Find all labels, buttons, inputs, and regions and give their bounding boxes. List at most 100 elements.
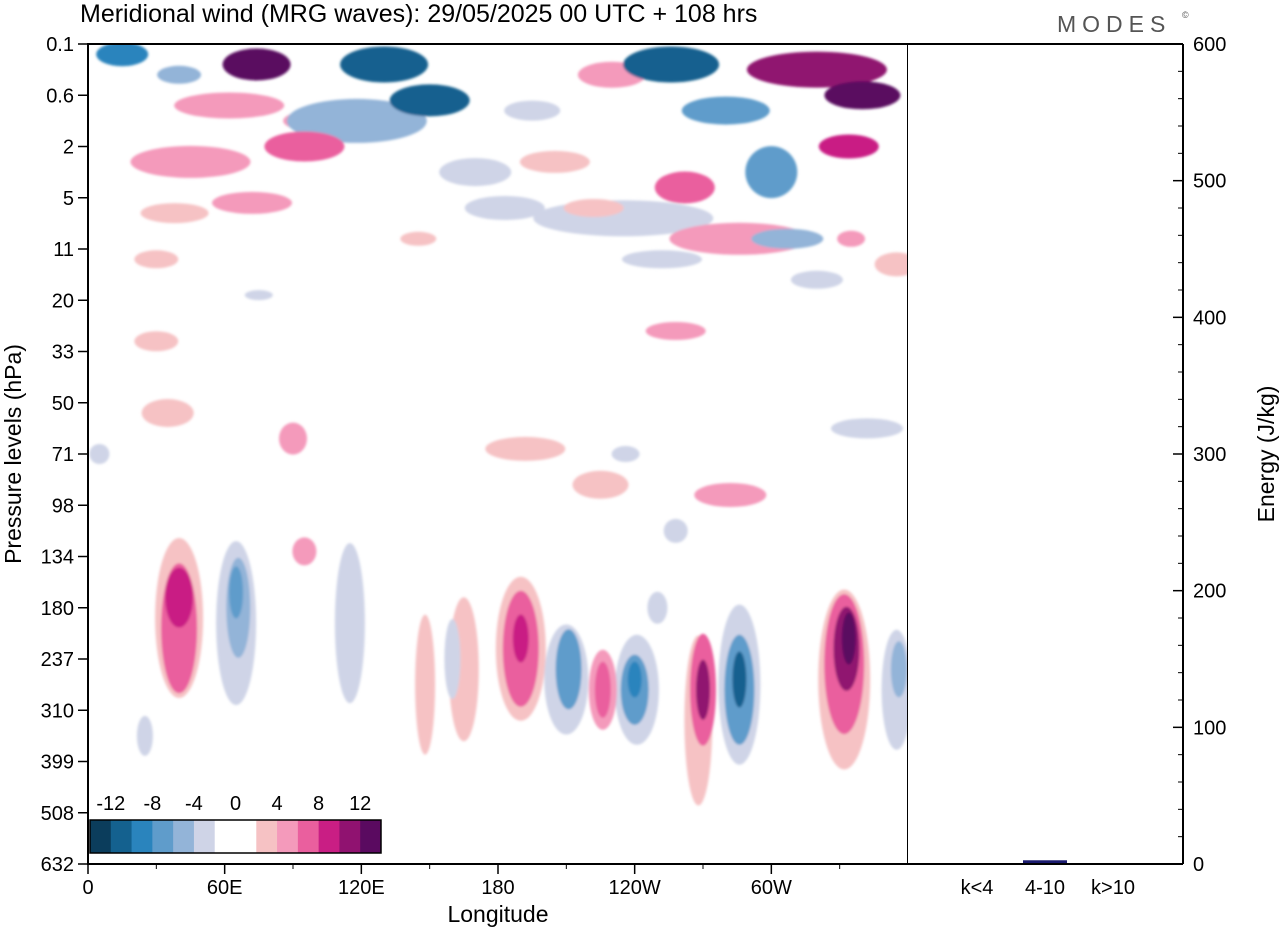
energy-background <box>908 44 1183 864</box>
energy-y-tick-label: 0 <box>1193 854 1204 876</box>
energy-category-label: k<4 <box>961 877 994 899</box>
contour-patch <box>89 444 110 464</box>
energy-y-tick-label: 300 <box>1193 444 1226 466</box>
colorbar-label: -4 <box>185 793 203 815</box>
y-tick-label: 2 <box>63 137 74 159</box>
contour-patch <box>157 65 202 84</box>
contour-patch <box>841 612 856 665</box>
contour-patch <box>212 191 292 214</box>
contour-patch <box>594 661 611 718</box>
colorbar-swatch <box>235 820 257 853</box>
colorbar-labels: -12 -8 -4 0 4 8 12 <box>96 793 371 815</box>
y-tick-label: 33 <box>52 342 74 364</box>
y-tick-label: 71 <box>52 444 74 466</box>
contour-patch <box>229 566 244 619</box>
contour-patch <box>732 651 747 708</box>
energy-y-tick-label: 600 <box>1193 34 1226 56</box>
y-tick-label: 134 <box>41 547 74 569</box>
y-tick-label: 0.6 <box>46 85 74 107</box>
contour-patch <box>415 614 436 755</box>
y-tick-label: 50 <box>52 393 74 415</box>
energy-panel: 0 100 200 300 400 500 600 k<4 4-10 k>10 Energy (… <box>908 34 1279 899</box>
x-tick-label: 60E <box>207 877 243 899</box>
contour-patch <box>837 230 866 247</box>
contour-patch <box>174 92 285 119</box>
colorbar-swatch <box>277 820 299 853</box>
contour-patch <box>818 134 879 159</box>
contour-patch <box>512 614 529 663</box>
energy-y-tick-label: 500 <box>1193 171 1226 193</box>
x-axis-label: Longitude <box>447 901 548 927</box>
contour-patch <box>627 661 642 698</box>
contour-patch <box>611 446 640 462</box>
x-tick-label: 0 <box>82 877 93 899</box>
colorbar: -12 -8 -4 0 4 8 12 <box>89 793 382 854</box>
contour-patch <box>694 483 767 507</box>
contour-patch <box>134 331 179 352</box>
colorbar-label: 12 <box>349 793 371 815</box>
y-tick-label: 0.1 <box>46 34 74 56</box>
contour-patch <box>340 46 429 83</box>
contour-patch <box>439 158 512 187</box>
energy-axis-label: Energy (J/kg) <box>1253 386 1279 523</box>
colorbar-swatch <box>214 820 236 853</box>
colorbar-swatch <box>297 820 320 853</box>
y-tick-label: 310 <box>41 700 74 722</box>
energy-y-tick-label: 200 <box>1193 581 1226 603</box>
contour-patch <box>165 567 194 628</box>
energy-bars <box>1023 860 1067 864</box>
energy-category-label: k>10 <box>1091 877 1135 899</box>
contour-patch <box>140 203 209 224</box>
y-tick-label: 5 <box>63 188 74 210</box>
contour-patch <box>389 84 470 117</box>
contour-patch <box>141 399 194 427</box>
colorbar-label: 0 <box>230 793 241 815</box>
contour-patch <box>563 199 624 217</box>
y-axis-label: Pressure levels (hPa) <box>0 344 26 564</box>
contour-patch <box>751 228 824 249</box>
contour-patch <box>286 98 427 143</box>
colorbar-swatch <box>110 820 133 853</box>
contour-patch <box>831 418 903 439</box>
contour-field <box>89 44 908 806</box>
colorbar-swatch <box>339 820 361 853</box>
contour-patch <box>824 81 901 110</box>
contour-patch <box>696 659 710 720</box>
colorbar-swatch <box>193 820 216 853</box>
contour-patch <box>485 436 566 461</box>
colorbar-frame <box>89 819 382 854</box>
y-axis-left: 0.1 0.6 2 5 11 20 33 50 71 98 134 180 237 310 399 508 63… <box>41 34 88 876</box>
x-tick-label: 60W <box>751 877 792 899</box>
energy-category-label: 4-10 <box>1025 877 1065 899</box>
brand-logo: MODES <box>1057 11 1171 37</box>
colorbar-swatch <box>256 820 278 853</box>
colorbar-label: -8 <box>144 793 162 815</box>
energy-y-tick-label: 100 <box>1193 717 1226 739</box>
y-tick-label: 632 <box>41 854 74 876</box>
contour-patch <box>790 270 843 289</box>
contour-patch <box>464 196 545 220</box>
x-tick-label: 180 <box>481 877 514 899</box>
y-tick-label: 20 <box>52 290 74 312</box>
contour-patch <box>562 639 575 679</box>
colorbar-swatches <box>90 820 381 853</box>
contour-patch <box>136 715 153 756</box>
contour-patch <box>746 51 887 88</box>
y-tick-label: 98 <box>52 495 74 517</box>
contour-patch <box>341 559 358 616</box>
colorbar-label: 4 <box>272 793 283 815</box>
contour-patch <box>890 641 907 698</box>
heatmap-panel: -12 -8 -4 0 4 8 12 0 60E 120E 180 120W 60W 0.1 0.6 2 5… <box>0 34 909 927</box>
colorbar-swatch <box>360 820 381 853</box>
contour-patch <box>623 46 720 83</box>
energy-bar <box>1023 860 1067 864</box>
x-axis: 0 60E 120E 180 120W 60W <box>82 864 841 899</box>
y-tick-label: 508 <box>41 803 74 825</box>
contour-patch <box>681 96 770 125</box>
contour-patch <box>400 231 437 246</box>
contour-patch <box>96 44 149 67</box>
colorbar-label: 8 <box>313 793 324 815</box>
y-tick-label: 180 <box>41 598 74 620</box>
y-tick-label: 11 <box>53 239 74 261</box>
